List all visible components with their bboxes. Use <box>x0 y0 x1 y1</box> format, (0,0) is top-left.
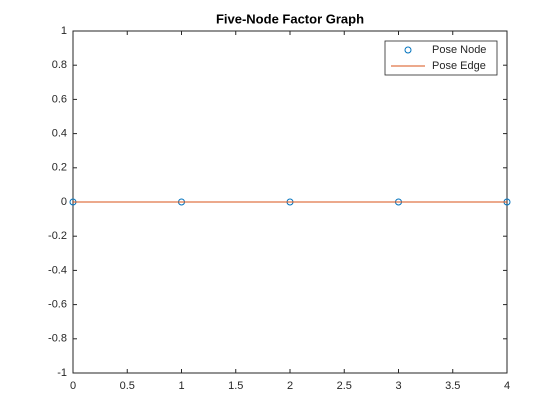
x-tick-label: 2.5 <box>337 380 352 392</box>
x-tick-label: 0 <box>70 380 76 392</box>
y-tick-label: 0.8 <box>52 59 67 71</box>
y-tick-label: -1 <box>57 367 67 379</box>
chart-title: Five-Node Factor Graph <box>216 11 364 26</box>
y-tick-label: 0.6 <box>52 93 67 105</box>
y-tick-label: 0 <box>61 196 67 208</box>
y-tick-label: -0.6 <box>48 299 67 311</box>
legend-marker <box>404 46 412 54</box>
x-tick-label: 3.5 <box>445 380 460 392</box>
y-tick-label: -0.2 <box>48 230 67 242</box>
legend-label: Pose Edge <box>432 60 486 72</box>
x-tick-label: 1.5 <box>228 380 243 392</box>
x-tick-label: 0.5 <box>120 380 135 392</box>
x-tick-label: 4 <box>504 380 510 392</box>
y-tick-label: -0.4 <box>48 264 67 276</box>
y-tick-label: 1 <box>61 25 67 37</box>
legend-label: Pose Node <box>432 44 486 56</box>
x-tick-label: 3 <box>395 380 401 392</box>
y-tick-label: 0.2 <box>52 162 67 174</box>
y-tick-label: 0.4 <box>52 128 67 140</box>
y-tick-label: -0.8 <box>48 333 67 345</box>
x-tick-label: 1 <box>178 380 184 392</box>
x-tick-label: 2 <box>287 380 293 392</box>
legend-box <box>384 40 498 76</box>
